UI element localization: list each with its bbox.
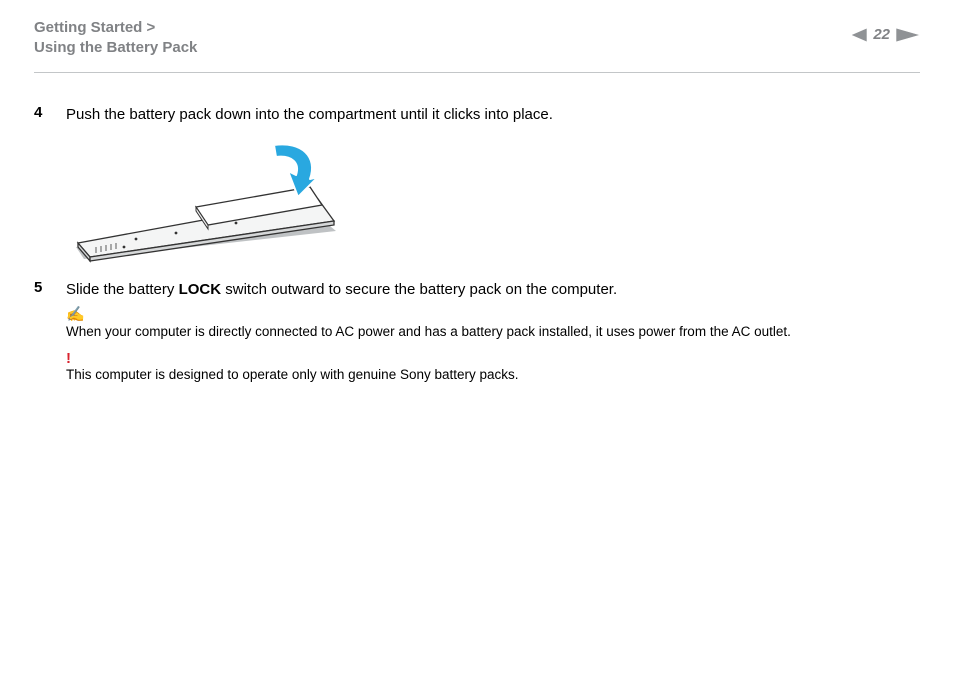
document-page: Getting Started > Using the Battery Pack… — [0, 0, 954, 674]
page-content: 4 Push the battery pack down into the co… — [34, 104, 920, 394]
laptop-body-icon — [76, 187, 336, 261]
step-text: Push the battery pack down into the comp… — [66, 104, 553, 125]
warning-icon: ! — [66, 351, 920, 366]
prev-page-arrow-icon[interactable] — [851, 28, 867, 42]
battery-install-illustration — [66, 135, 346, 265]
page-header: Getting Started > Using the Battery Pack — [34, 18, 920, 59]
page-nav: 22 — [851, 26, 920, 43]
step-5: 5 Slide the battery LOCK switch outward … — [34, 279, 920, 300]
step-4: 4 Push the battery pack down into the co… — [34, 104, 920, 125]
step-text-part: Push the battery pack down into the comp… — [66, 106, 553, 123]
step-text: Slide the battery LOCK switch outward to… — [66, 279, 617, 300]
next-page-arrow-icon[interactable] — [896, 28, 920, 42]
step-text-part: switch outward to secure the battery pac… — [221, 281, 617, 298]
note-text: When your computer is directly connected… — [66, 323, 920, 341]
step-number: 4 — [34, 104, 66, 121]
breadcrumb-line-1: Getting Started > — [34, 18, 920, 38]
breadcrumb-line-2: Using the Battery Pack — [34, 38, 920, 58]
warning-note: ! This computer is designed to operate o… — [66, 351, 920, 384]
note-text: This computer is designed to operate onl… — [66, 366, 920, 384]
handwriting-icon: ✍ — [66, 308, 920, 323]
step-text-bold: LOCK — [179, 281, 222, 298]
breadcrumb: Getting Started > Using the Battery Pack — [34, 18, 920, 59]
step-number: 5 — [34, 279, 66, 296]
header-divider — [34, 72, 920, 73]
page-number: 22 — [873, 26, 890, 43]
info-note: ✍ When your computer is directly connect… — [66, 308, 920, 341]
step-text-part: Slide the battery — [66, 281, 179, 298]
